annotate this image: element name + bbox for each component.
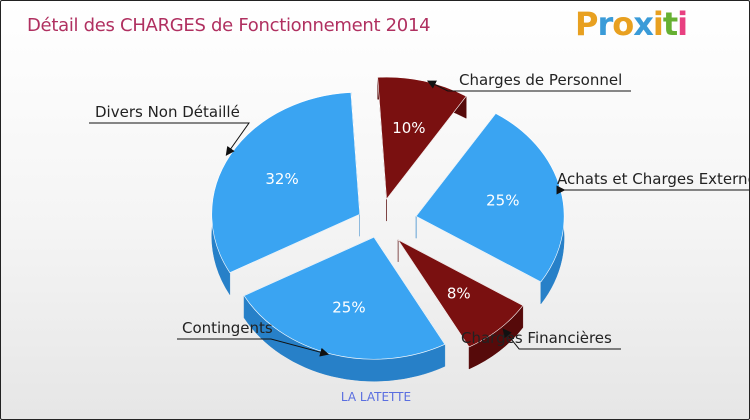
percent-label-achats-et-charges-externes: 25% bbox=[486, 191, 519, 209]
callout-label-achats-et-charges-externes: Achats et Charges Externes bbox=[557, 170, 750, 188]
callout-label-charges-financieres: Charges Financières bbox=[461, 329, 612, 347]
callout-label-divers-non-detaille: Divers Non Détaillé bbox=[95, 103, 240, 121]
logo-letter: o bbox=[612, 5, 634, 43]
percent-label-charges-de-personnel: 10% bbox=[392, 119, 425, 137]
percent-label-contingents: 25% bbox=[332, 298, 365, 316]
callout-labels: Charges de Personnel Achats et Charges Ex… bbox=[89, 71, 750, 357]
callout-line-divers-non-detaille bbox=[89, 122, 250, 156]
callout-line-charges-financieres bbox=[502, 328, 621, 350]
logo-letter: r bbox=[597, 5, 613, 43]
logo-letter: x bbox=[633, 5, 654, 43]
logo-letter: P bbox=[575, 5, 598, 43]
slice-charges-de-personnel[interactable] bbox=[377, 76, 467, 200]
percent-labels: 10% 25% 8% 25% 32% bbox=[265, 119, 519, 316]
callout-line-charges-de-personnel bbox=[426, 80, 631, 92]
slice-charges-financieres[interactable] bbox=[397, 239, 524, 348]
proxiti-logo[interactable]: Proxiti bbox=[575, 5, 688, 43]
percent-label-divers-non-detaille: 32% bbox=[265, 170, 298, 188]
logo-letter: i bbox=[677, 5, 688, 43]
slice-contingents[interactable] bbox=[243, 236, 446, 360]
pie-slice-tops bbox=[211, 76, 565, 360]
chart-title: Détail des CHARGES de Fonctionnement 201… bbox=[27, 15, 431, 36]
callout-line-contingents bbox=[177, 338, 330, 357]
logo-letter: i bbox=[652, 5, 664, 43]
callout-label-charges-de-personnel: Charges de Personnel bbox=[459, 71, 622, 89]
commune-name: LA LATETTE bbox=[340, 390, 412, 404]
percent-label-charges-financieres: 8% bbox=[447, 284, 471, 302]
logo-letter: t bbox=[662, 5, 678, 43]
callout-label-contingents: Contingents bbox=[182, 319, 273, 337]
